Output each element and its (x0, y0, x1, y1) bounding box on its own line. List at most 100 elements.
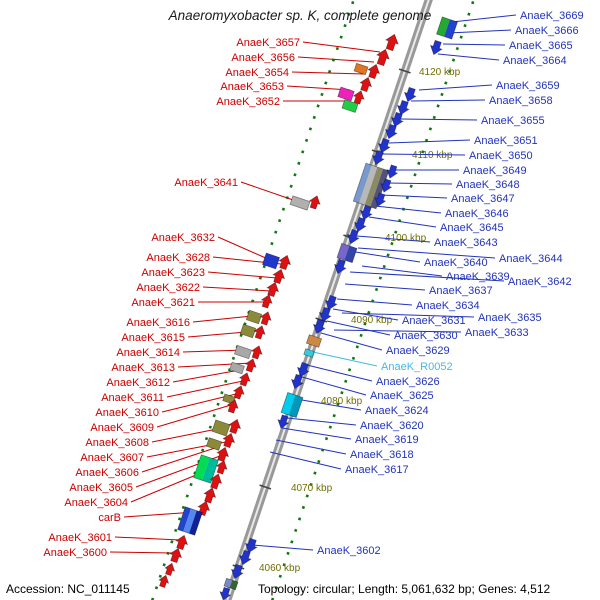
gene-arrow-glyph[interactable] (208, 472, 224, 490)
gene-label[interactable]: AnaeK_3666 (515, 25, 579, 37)
gene-label[interactable]: AnaeK_3642 (508, 276, 572, 288)
gene-arrow-glyph[interactable] (395, 99, 411, 116)
gene-arrow-glyph[interactable] (383, 123, 399, 140)
gene-arrow-glyph[interactable] (168, 546, 184, 564)
gene-label[interactable]: AnaeK_3619 (355, 434, 419, 446)
gene-box-glyph[interactable] (234, 344, 252, 360)
gene-arrow-glyph[interactable] (250, 344, 265, 360)
gene-label[interactable]: AnaeK_3651 (474, 135, 538, 147)
gene-label[interactable]: AnaeK_3622 (136, 282, 200, 294)
gene-label[interactable]: AnaeK_3613 (111, 362, 175, 374)
gene-label[interactable]: AnaeK_3648 (456, 179, 520, 191)
gene-label[interactable]: AnaeK_3623 (141, 267, 205, 279)
gene-label[interactable]: AnaeK_3657 (236, 37, 300, 49)
gene-arrow-glyph[interactable] (379, 178, 394, 194)
gene-label[interactable]: AnaeK_3632 (151, 232, 215, 244)
gene-label[interactable]: AnaeK_3645 (440, 222, 504, 234)
gene-arrow-glyph[interactable] (221, 431, 237, 449)
gene-box-glyph[interactable] (211, 419, 231, 437)
gene-label[interactable]: AnaeK_3624 (365, 405, 429, 417)
gene-label[interactable]: AnaeK_3609 (90, 422, 154, 434)
gene-label[interactable]: AnaeK_3637 (429, 285, 493, 297)
gene-label[interactable]: AnaeK_3649 (463, 165, 527, 177)
gene-box-glyph[interactable] (223, 577, 239, 591)
gene-arrow-glyph[interactable] (345, 228, 361, 245)
gene-arrow-glyph[interactable] (253, 324, 268, 340)
gene-box-glyph[interactable] (245, 309, 263, 325)
gene-arrow-glyph[interactable] (323, 294, 339, 311)
gene-label[interactable]: AnaeK_3612 (106, 377, 170, 389)
gene-arrow-glyph[interactable] (226, 398, 241, 414)
gene-arrow-glyph[interactable] (317, 306, 333, 323)
gene-arrow-glyph[interactable] (202, 486, 218, 504)
gene-arrow-glyph[interactable] (376, 137, 392, 154)
gene-label[interactable]: AnaeK_3665 (509, 40, 573, 52)
gene-arrow-glyph[interactable] (163, 562, 176, 577)
gene-label[interactable]: AnaeK_3611 (101, 392, 164, 404)
gene-arrow-glyph[interactable] (243, 537, 259, 554)
gene-label[interactable]: AnaeK_3640 (424, 257, 488, 269)
gene-label[interactable]: AnaeK_3615 (121, 332, 185, 344)
gene-label[interactable]: AnaeK_3659 (496, 80, 560, 92)
gene-label[interactable]: AnaeK_3656 (231, 52, 295, 64)
gene-arrow-glyph[interactable] (260, 293, 275, 309)
gene-box-glyph[interactable] (280, 392, 304, 418)
gene-arrow-glyph[interactable] (385, 164, 400, 180)
gene-box-glyph[interactable] (436, 16, 458, 40)
gene-arrow-glyph[interactable] (238, 371, 253, 387)
gene-arrow-glyph[interactable] (332, 258, 348, 275)
gene-label[interactable]: AnaeK_3617 (345, 464, 409, 476)
gene-label[interactable]: AnaeK_3634 (416, 300, 480, 312)
gene-box-glyph[interactable] (336, 242, 358, 264)
gene-label[interactable]: AnaeK_3652 (216, 96, 280, 108)
gene-arrow-glyph[interactable] (215, 445, 231, 463)
gene-arrow-glyph[interactable] (174, 533, 190, 551)
gene-label[interactable]: AnaeK_3605 (69, 482, 133, 494)
gene-label[interactable]: AnaeK_3602 (317, 545, 381, 557)
gene-arrow-glyph[interactable] (215, 459, 230, 475)
gene-box-glyph[interactable] (303, 348, 315, 358)
gene-arrow-glyph[interactable] (374, 47, 391, 67)
gene-arrow-glyph[interactable] (259, 310, 274, 326)
gene-arrow-glyph[interactable] (295, 361, 311, 378)
gene-arrow-glyph[interactable] (232, 384, 247, 400)
gene-label[interactable]: AnaeK_3607 (80, 452, 144, 464)
gene-arrow-glyph[interactable] (370, 149, 386, 166)
gene-label[interactable]: AnaeK_3621 (131, 297, 195, 309)
gene-label[interactable]: AnaeK_3646 (445, 208, 509, 220)
gene-arrow-glyph[interactable] (383, 32, 400, 52)
gene-label[interactable]: AnaeK_3655 (481, 115, 545, 127)
gene-label[interactable]: AnaeK_3653 (220, 81, 284, 93)
gene-label[interactable]: AnaeK_3626 (376, 376, 440, 388)
gene-arrow-glyph[interactable] (428, 39, 444, 56)
gene-label[interactable]: AnaeK_3606 (75, 467, 139, 479)
gene-arrow-glyph[interactable] (373, 192, 388, 208)
gene-label[interactable]: AnaeK_3630 (394, 330, 458, 342)
gene-label[interactable]: AnaeK_3654 (225, 67, 289, 79)
gene-box-glyph[interactable] (305, 334, 323, 348)
gene-arrow-glyph[interactable] (265, 280, 281, 298)
gene-label[interactable]: AnaeK_R0052 (381, 361, 453, 373)
gene-arrow-glyph[interactable] (276, 414, 291, 430)
gene-label[interactable]: AnaeK_3658 (489, 95, 553, 107)
gene-arrow-glyph[interactable] (227, 417, 243, 435)
gene-arrow-glyph[interactable] (229, 563, 245, 580)
gene-label[interactable]: AnaeK_3610 (95, 407, 159, 419)
gene-box-glyph[interactable] (289, 195, 311, 211)
gene-box-glyph[interactable] (337, 86, 355, 102)
gene-label[interactable]: AnaeK_3643 (434, 237, 498, 249)
gene-arrow-glyph[interactable] (289, 373, 305, 390)
gene-arrow-glyph[interactable] (352, 216, 368, 233)
gene-arrow-glyph[interactable] (366, 62, 382, 80)
gene-arrow-glyph[interactable] (237, 549, 253, 566)
gene-arrow-glyph[interactable] (218, 586, 232, 600)
gene-label[interactable]: AnaeK_3664 (503, 55, 567, 67)
gene-box-glyph[interactable] (177, 506, 203, 536)
gene-box-glyph[interactable] (341, 99, 359, 113)
gene-label[interactable]: AnaeK_3628 (146, 252, 210, 264)
gene-label[interactable]: AnaeK_3604 (64, 497, 128, 509)
gene-label[interactable]: AnaeK_3641 (174, 177, 238, 189)
gene-arrow-glyph[interactable] (358, 204, 374, 221)
gene-arrow-glyph[interactable] (157, 574, 170, 589)
